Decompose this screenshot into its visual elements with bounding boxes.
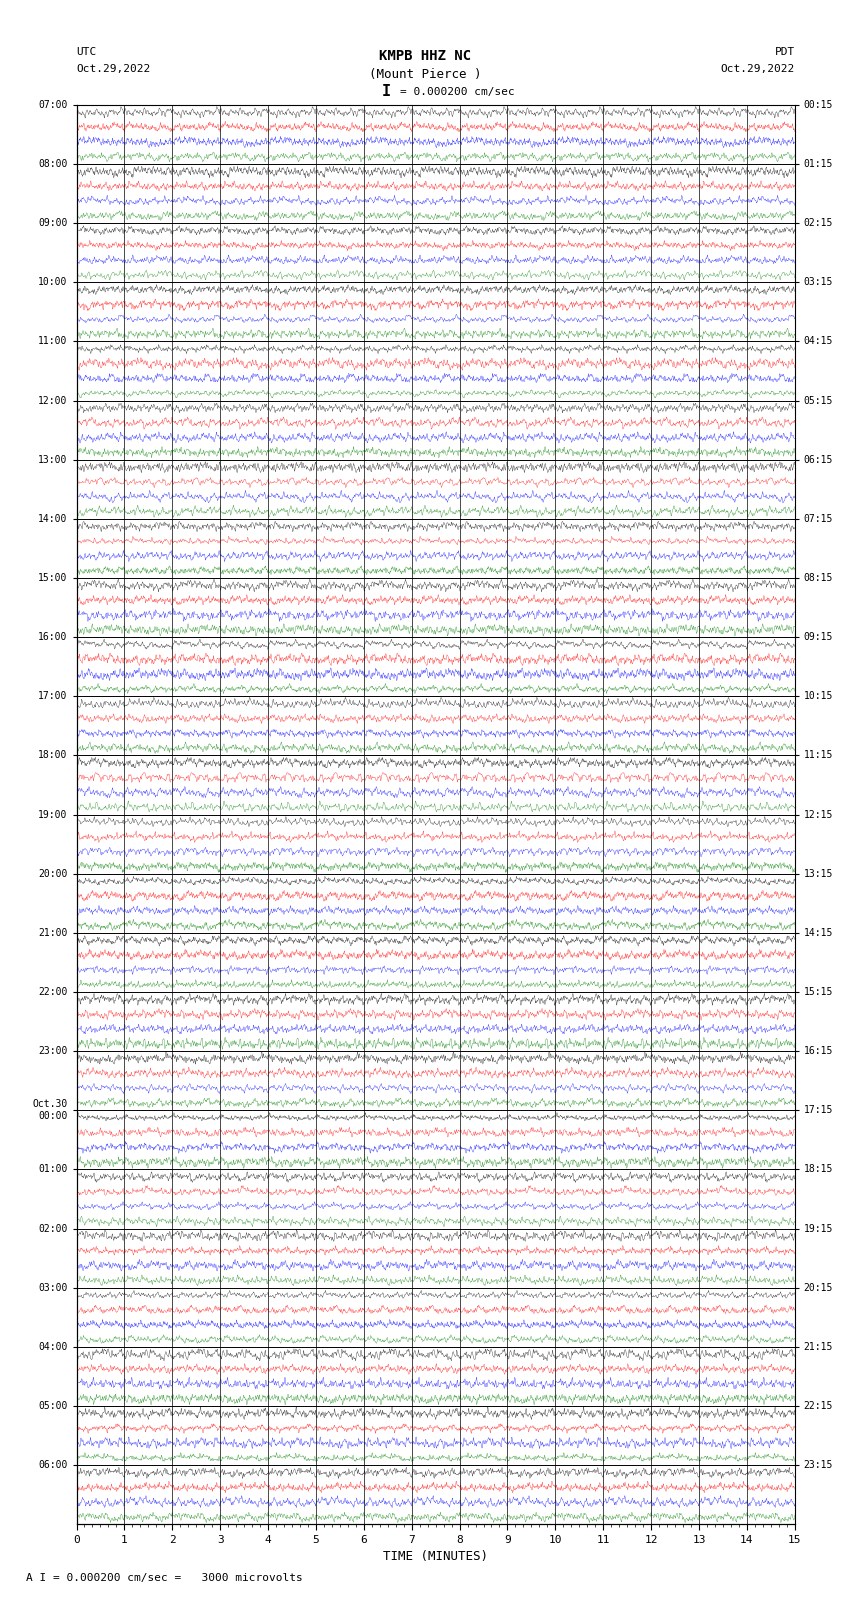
X-axis label: TIME (MINUTES): TIME (MINUTES) xyxy=(383,1550,488,1563)
Text: I: I xyxy=(382,84,391,100)
Text: PDT: PDT xyxy=(774,47,795,56)
Text: = 0.000200 cm/sec: = 0.000200 cm/sec xyxy=(400,87,514,97)
Text: Oct.29,2022: Oct.29,2022 xyxy=(76,65,150,74)
Text: UTC: UTC xyxy=(76,47,97,56)
Text: A I = 0.000200 cm/sec =   3000 microvolts: A I = 0.000200 cm/sec = 3000 microvolts xyxy=(26,1573,303,1582)
Text: (Mount Pierce ): (Mount Pierce ) xyxy=(369,68,481,81)
Text: KMPB HHZ NC: KMPB HHZ NC xyxy=(379,50,471,63)
Text: Oct.29,2022: Oct.29,2022 xyxy=(721,65,795,74)
